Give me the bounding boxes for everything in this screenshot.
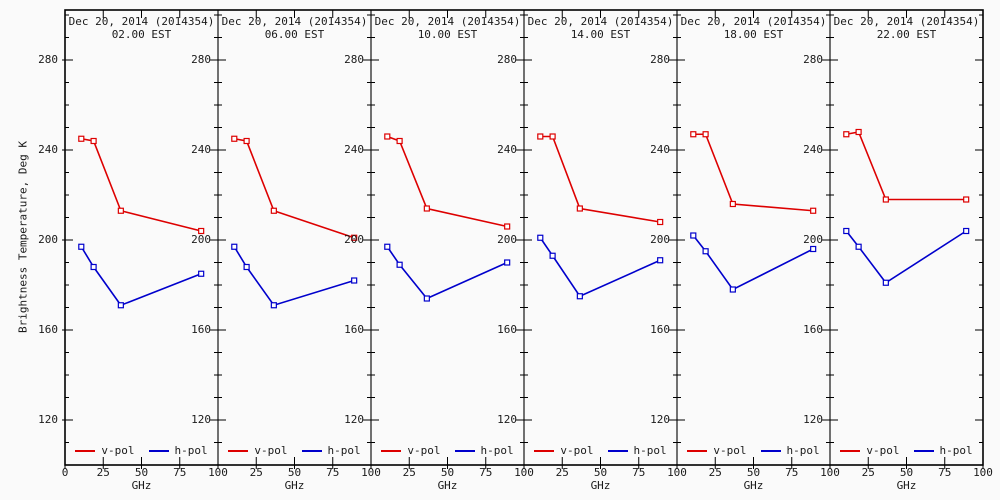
h_pol-marker bbox=[198, 270, 205, 277]
v_pol-marker bbox=[231, 135, 238, 142]
h_pol-marker bbox=[576, 293, 583, 300]
h_pol-marker bbox=[690, 232, 697, 239]
h_pol-marker bbox=[843, 227, 850, 235]
v_pol-marker bbox=[117, 207, 124, 214]
v_pol-marker bbox=[90, 137, 97, 145]
h_pol-marker bbox=[384, 243, 391, 250]
h_pol-marker bbox=[537, 234, 544, 241]
h_pol-marker bbox=[270, 302, 277, 309]
h_pol-marker bbox=[882, 279, 889, 286]
h_pol-marker bbox=[231, 243, 238, 250]
v_pol-line bbox=[387, 135, 508, 228]
v_pol-marker bbox=[537, 133, 544, 140]
v_pol-line bbox=[81, 137, 202, 232]
v_pol-marker bbox=[810, 207, 817, 214]
h_pol-line bbox=[80, 246, 202, 307]
v_pol-marker bbox=[729, 200, 736, 208]
v_pol-marker bbox=[843, 131, 850, 138]
v_pol-line bbox=[234, 137, 355, 239]
v_pol-marker bbox=[882, 196, 889, 203]
h_pol-marker bbox=[243, 263, 250, 271]
v_pol-line bbox=[693, 133, 814, 212]
v_pol-marker bbox=[504, 223, 511, 230]
h_pol-marker bbox=[90, 263, 97, 271]
v_pol-marker bbox=[702, 131, 709, 138]
v_pol-marker bbox=[855, 128, 862, 136]
h_pol-marker bbox=[117, 302, 124, 309]
h_pol-marker bbox=[351, 277, 358, 284]
h_pol-marker bbox=[423, 295, 430, 302]
v_pol-marker bbox=[423, 205, 430, 212]
v_pol-marker bbox=[198, 227, 205, 235]
h_pol-marker bbox=[549, 252, 556, 259]
v_pol-marker bbox=[396, 137, 403, 145]
h_pol-marker bbox=[657, 257, 664, 264]
v_pol-line bbox=[540, 135, 661, 223]
v_pol-marker bbox=[549, 133, 556, 140]
h_pol-line bbox=[386, 246, 508, 300]
h_pol-marker bbox=[810, 245, 817, 253]
v_pol-marker bbox=[690, 131, 697, 138]
v_pol-marker bbox=[351, 234, 358, 241]
v_pol-marker bbox=[384, 133, 391, 140]
h_pol-marker bbox=[855, 243, 862, 250]
v_pol-marker bbox=[78, 135, 85, 142]
v_pol-marker bbox=[243, 137, 250, 145]
h_pol-marker bbox=[702, 248, 709, 255]
h_pol-marker bbox=[729, 286, 736, 293]
h_pol-line bbox=[845, 230, 967, 284]
h_pol-marker bbox=[78, 243, 85, 250]
h_pol-marker bbox=[504, 259, 511, 266]
h_pol-line bbox=[692, 235, 814, 291]
h_pol-marker bbox=[963, 227, 970, 235]
h_pol-line bbox=[539, 237, 661, 298]
v_pol-marker bbox=[270, 207, 277, 214]
v_pol-marker bbox=[963, 196, 970, 203]
v_pol-marker bbox=[576, 205, 583, 212]
v_pol-line bbox=[846, 131, 967, 201]
v_pol-marker bbox=[657, 218, 664, 226]
h_pol-line bbox=[233, 246, 355, 307]
h_pol-marker bbox=[396, 261, 403, 268]
